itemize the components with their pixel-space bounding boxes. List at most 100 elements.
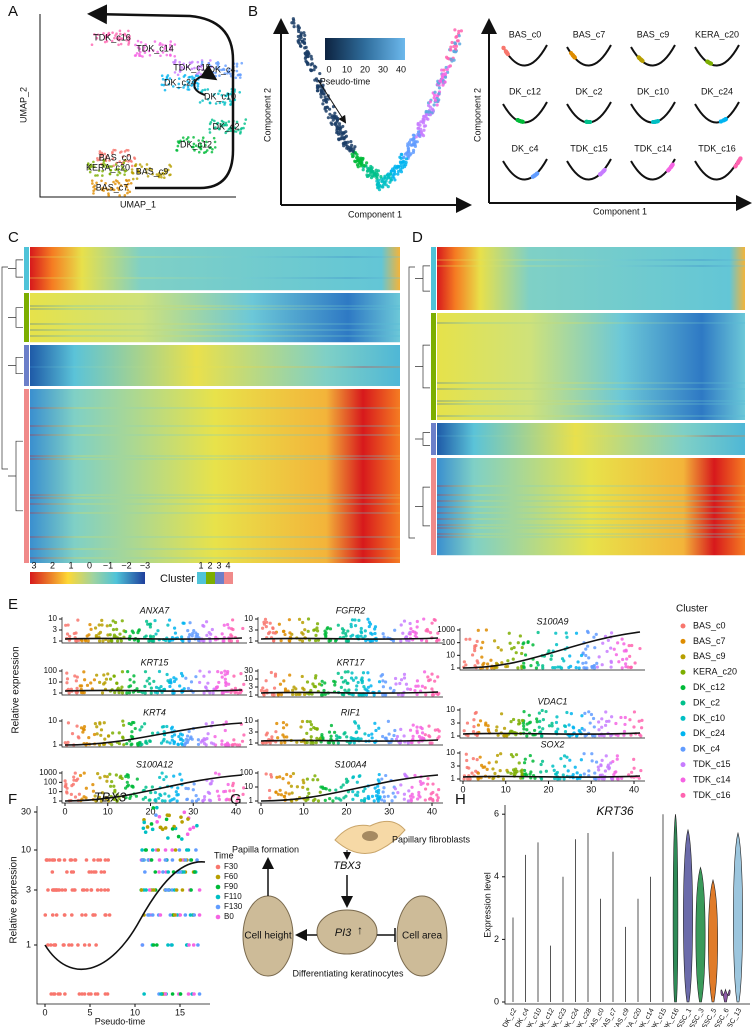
cell-dot bbox=[540, 759, 545, 763]
cell-dot bbox=[311, 799, 316, 803]
heatmap-row bbox=[437, 533, 745, 535]
cell-dot bbox=[224, 131, 227, 135]
cell-dot bbox=[577, 666, 581, 670]
cell-dot bbox=[600, 758, 604, 762]
cell-dot bbox=[418, 779, 422, 784]
cell-dot bbox=[339, 137, 344, 141]
cell-dot bbox=[95, 36, 99, 40]
cell-dot bbox=[464, 637, 468, 641]
cell-dot bbox=[88, 170, 92, 174]
cell-dot bbox=[220, 632, 224, 636]
cell-dot bbox=[73, 858, 77, 862]
cell-dot bbox=[244, 118, 248, 121]
cell-dot bbox=[499, 648, 503, 652]
cell-dot bbox=[194, 144, 198, 147]
cell-dot bbox=[278, 775, 282, 779]
cell-dot bbox=[356, 790, 360, 794]
cell-dot bbox=[91, 789, 96, 793]
cell-dot bbox=[152, 639, 156, 643]
cell-dot bbox=[481, 765, 485, 769]
x-tick-label: 30 bbox=[384, 806, 394, 816]
cell-dot bbox=[581, 661, 585, 665]
cell-dot bbox=[119, 32, 122, 36]
cell-dot bbox=[308, 720, 312, 724]
cell-dot bbox=[173, 43, 177, 46]
cell-dot bbox=[435, 793, 439, 797]
nucleus bbox=[362, 831, 378, 841]
cell-dot bbox=[315, 629, 320, 633]
cell-dot bbox=[416, 130, 421, 134]
cell-dot bbox=[382, 635, 386, 639]
cell-dot bbox=[324, 633, 328, 638]
cell-dot bbox=[150, 827, 155, 832]
cell-dot bbox=[344, 632, 348, 636]
heatmap-row bbox=[30, 268, 400, 270]
heatmap-row bbox=[437, 426, 745, 428]
cell-dot bbox=[104, 913, 108, 917]
heatmap-row bbox=[30, 314, 400, 316]
cell-dot bbox=[229, 639, 234, 643]
cell-dot bbox=[430, 693, 434, 697]
cluster-strip bbox=[431, 313, 436, 420]
cell-dot bbox=[311, 741, 315, 745]
cell-dot bbox=[115, 681, 119, 685]
cell-dot bbox=[421, 121, 426, 125]
cell-dot bbox=[580, 714, 584, 718]
cell-dot bbox=[121, 723, 126, 727]
cell-dot bbox=[353, 721, 358, 725]
cell-dot bbox=[624, 648, 628, 652]
cell-dot bbox=[430, 672, 434, 676]
gene-title: S100A12 bbox=[136, 759, 173, 769]
cell-dot bbox=[282, 794, 286, 799]
heatmap-row bbox=[437, 554, 745, 556]
cell-dot bbox=[552, 768, 556, 773]
cell-dot bbox=[242, 682, 246, 687]
cell-dot bbox=[372, 799, 376, 803]
cell-dot bbox=[269, 773, 273, 777]
heatmap-row bbox=[437, 506, 745, 508]
y-tick-label: 1 bbox=[451, 731, 456, 740]
cluster-strip bbox=[24, 293, 29, 342]
cell-dot bbox=[120, 670, 125, 674]
cell-dot bbox=[49, 992, 54, 996]
cell-dot bbox=[638, 646, 642, 651]
colorbar-tick: 40 bbox=[396, 64, 406, 74]
cell-dot bbox=[457, 34, 461, 38]
heatmap-row bbox=[30, 557, 400, 559]
cell-dot bbox=[334, 796, 338, 800]
cell-dot bbox=[134, 794, 139, 798]
cell-dot bbox=[278, 788, 282, 792]
heatmap-row bbox=[437, 298, 745, 300]
cell-dot bbox=[617, 660, 621, 664]
cell-dot bbox=[399, 623, 403, 627]
cell-dot bbox=[341, 692, 345, 697]
cell-dot bbox=[609, 646, 613, 650]
cell-dot bbox=[354, 688, 358, 692]
heatmap-row bbox=[30, 398, 400, 400]
cell-dot bbox=[86, 639, 90, 643]
cell-dot bbox=[154, 632, 158, 636]
cell-dot bbox=[164, 817, 169, 822]
cell-dot bbox=[66, 721, 71, 725]
cell-dot bbox=[70, 913, 74, 917]
cell-dot bbox=[415, 725, 419, 729]
cell-dot bbox=[173, 71, 177, 74]
cell-dot bbox=[157, 814, 162, 819]
cell-dot bbox=[408, 621, 412, 626]
cell-dot bbox=[74, 778, 79, 783]
cell-dot bbox=[83, 913, 88, 917]
heatmap-row bbox=[437, 545, 745, 547]
cell-dot bbox=[197, 145, 201, 149]
cell-dot bbox=[472, 725, 476, 729]
heatmap-row bbox=[437, 346, 745, 348]
cell-dot bbox=[163, 792, 167, 796]
heatmap-row bbox=[437, 304, 745, 306]
cell-dot bbox=[619, 715, 623, 720]
cell-dot bbox=[632, 725, 636, 729]
cell-dot bbox=[453, 28, 457, 32]
legend-label: BAS_c7 bbox=[693, 636, 726, 646]
cell-dot bbox=[124, 184, 127, 187]
cell-dot bbox=[428, 631, 433, 635]
cell-dot bbox=[605, 719, 609, 724]
cell-dot bbox=[130, 164, 134, 168]
